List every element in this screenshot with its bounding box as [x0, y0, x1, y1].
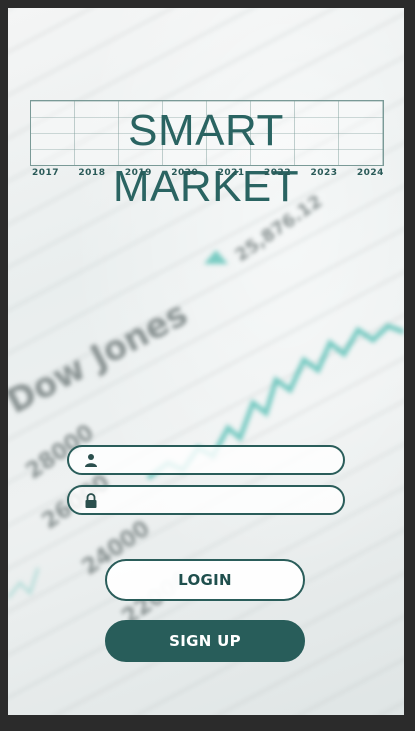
- year-label: 2021: [217, 168, 245, 178]
- logo-grid: [30, 100, 384, 166]
- year-label: 2017: [32, 168, 60, 178]
- password-input[interactable]: [107, 488, 343, 512]
- signup-button[interactable]: SIGN UP: [105, 620, 305, 662]
- login-button[interactable]: LOGIN: [105, 559, 305, 601]
- app-logo-title: SMART MARKET: [112, 106, 300, 211]
- year-label: 2019: [124, 168, 152, 178]
- year-label: 2018: [78, 168, 106, 178]
- lock-icon: [83, 492, 99, 508]
- year-label: 2022: [264, 168, 292, 178]
- year-label: 2023: [310, 168, 338, 178]
- app-screen: Dow Jones 28000 26000 24000 22000 25,876…: [8, 8, 404, 715]
- user-icon: [83, 452, 99, 468]
- year-label: 2020: [171, 168, 199, 178]
- year-label: 2024: [356, 168, 384, 178]
- password-field[interactable]: [67, 485, 345, 515]
- logo-years-axis: 2017 2018 2019 2020 2021 2022 2023 2024: [32, 168, 384, 178]
- username-field[interactable]: [67, 445, 345, 475]
- username-input[interactable]: [107, 448, 343, 472]
